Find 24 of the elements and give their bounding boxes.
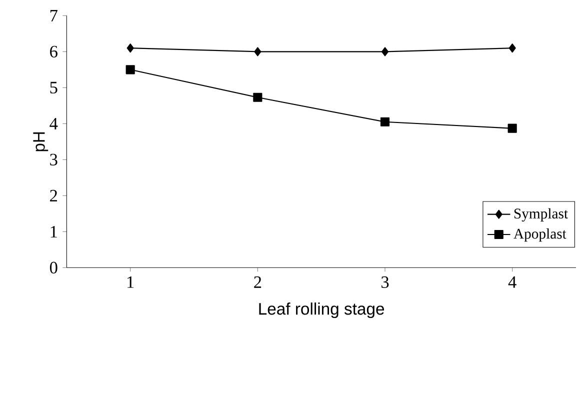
x-tick-label: 4	[508, 276, 516, 288]
point	[253, 92, 262, 102]
y-axis-title: pH	[33, 132, 48, 152]
legend-label: Apoplast	[514, 228, 566, 242]
point	[508, 44, 516, 53]
y-tick-label: 5	[50, 82, 58, 94]
x-tick-label: 2	[254, 276, 262, 288]
point	[254, 47, 262, 56]
point	[508, 124, 517, 133]
point	[380, 117, 390, 126]
y-tick-label: 4	[50, 118, 58, 130]
legend-label: Symplast	[514, 208, 568, 222]
y-tick-label: 3	[50, 154, 58, 166]
y-tick-label: 6	[50, 46, 58, 58]
y-tick-label: 0	[50, 262, 58, 274]
y-tick-label: 7	[50, 10, 58, 22]
y-tick-label: 2	[50, 190, 58, 202]
y-tick-label: 1	[50, 226, 57, 238]
point	[381, 47, 389, 56]
x-tick-label: 3	[382, 276, 389, 288]
point	[126, 44, 134, 53]
x-axis-title: Leaf rolling stage	[259, 302, 384, 318]
point	[126, 65, 135, 74]
x-tick-label: 1	[128, 276, 134, 288]
